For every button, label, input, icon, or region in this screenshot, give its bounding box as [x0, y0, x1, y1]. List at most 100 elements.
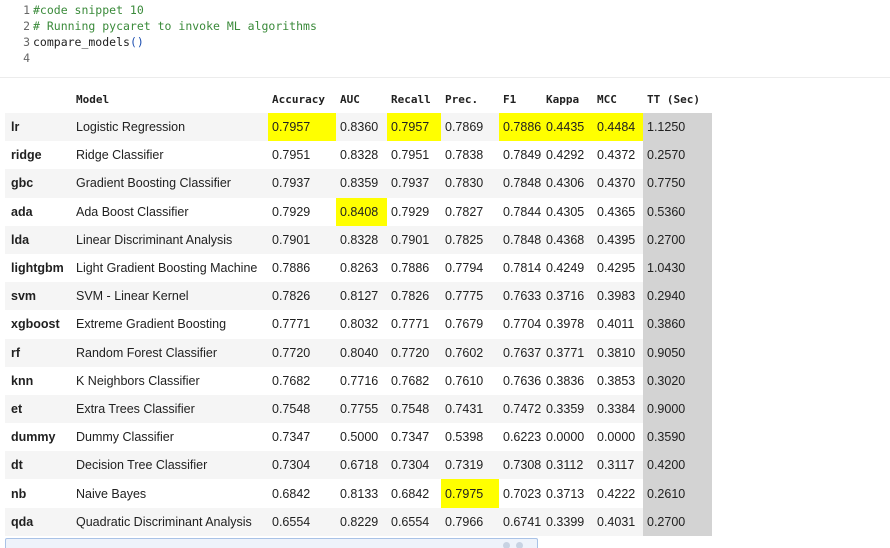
column-header[interactable]: TT (Sec): [647, 92, 700, 106]
metric-cell: 0.4368: [542, 225, 593, 254]
metric-cell: 0.8229: [336, 507, 387, 536]
metric-cell: 0.7951: [387, 141, 441, 170]
metric-cell: 0.8040: [336, 338, 387, 367]
metric-cell: 0.6741: [499, 507, 542, 536]
metric-cell: 0.7848: [499, 169, 542, 198]
model-name-cell: Extreme Gradient Boosting: [72, 310, 268, 339]
column-header[interactable]: Recall: [391, 92, 431, 106]
metric-cell: 0.7636: [499, 366, 542, 395]
table-row: lr Logistic Regression 0.7957 0.8360 0.7957 0…: [5, 113, 712, 142]
row-index: nb: [5, 479, 72, 508]
metric-cell: 0.7901: [387, 225, 441, 254]
metric-cell: 0.7966: [441, 507, 499, 536]
metric-cell: 1.1250: [643, 113, 712, 142]
metric-cell: 0.8133: [336, 479, 387, 508]
metric-cell: 0.7886: [499, 113, 542, 142]
model-name-cell: K Neighbors Classifier: [72, 366, 268, 395]
column-header[interactable]: Prec.: [445, 92, 479, 106]
metric-cell: 0.4435: [542, 113, 593, 142]
model-name-cell: Logistic Regression: [72, 113, 268, 142]
metric-cell: 0.7771: [387, 310, 441, 339]
table-row: ridge Ridge Classifier 0.7951 0.8328 0.7951 0…: [5, 141, 712, 170]
line-number: 1: [23, 3, 30, 17]
metric-cell: 0.7794: [441, 253, 499, 283]
metric-cell: 0.0000: [593, 423, 643, 452]
metric-cell: 0.9050: [643, 338, 712, 367]
line-number: 4: [23, 51, 30, 65]
code-line[interactable]: 1 #code snippet 10: [0, 2, 144, 18]
column-header[interactable]: MCC: [597, 92, 617, 106]
metric-cell: 0.4031: [593, 507, 643, 536]
code-line[interactable]: 2 # Running pycaret to invoke ML algorith…: [0, 18, 317, 34]
metric-cell: 0.7901: [268, 225, 336, 254]
metric-cell: 0.3713: [542, 479, 593, 508]
column-header[interactable]: Accuracy: [272, 92, 325, 106]
metric-cell: 0.7838: [441, 141, 499, 170]
metric-cell: 0.8328: [336, 141, 387, 170]
metric-cell: 0.3384: [593, 394, 643, 424]
table-row: dummy Dummy Classifier 0.7347 0.5000 0.7347 0…: [5, 423, 712, 452]
metric-cell: 0.4305: [542, 197, 593, 226]
metric-cell: 0.7716: [336, 366, 387, 395]
metric-cell: 0.9000: [643, 394, 712, 424]
metric-cell: 0.2610: [643, 479, 712, 508]
code-token: compare_models: [33, 35, 130, 49]
metric-cell: 0.6554: [387, 507, 441, 536]
metric-cell: 0.7610: [441, 366, 499, 395]
metric-cell: 0.6223: [499, 423, 542, 452]
metric-cell: 0.7826: [387, 282, 441, 311]
table-row: lda Linear Discriminant Analysis 0.7901 0.8…: [5, 225, 712, 254]
metric-cell: 0.7957: [387, 113, 441, 142]
metric-cell: 0.8032: [336, 310, 387, 339]
model-name-cell: Gradient Boosting Classifier: [72, 169, 268, 198]
code-token: #code snippet 10: [33, 3, 144, 17]
row-index: qda: [5, 507, 72, 536]
table-row: knn K Neighbors Classifier 0.7682 0.7716 0.7…: [5, 366, 712, 395]
metric-cell: 0.4222: [593, 479, 643, 508]
code-line[interactable]: 4: [0, 50, 33, 66]
column-header[interactable]: AUC: [340, 92, 360, 106]
metric-cell: 0.4249: [542, 253, 593, 283]
metric-cell: 0.7975: [441, 479, 499, 508]
model-name-cell: Ada Boost Classifier: [72, 197, 268, 226]
metric-cell: 0.5398: [441, 423, 499, 452]
metric-cell: 0.4395: [593, 225, 643, 254]
model-name-cell: Dummy Classifier: [72, 423, 268, 452]
metric-cell: 0.4292: [542, 141, 593, 170]
table-row: dt Decision Tree Classifier 0.7304 0.6718 0.…: [5, 451, 712, 480]
column-header[interactable]: Model: [76, 92, 110, 106]
model-name-cell: Linear Discriminant Analysis: [72, 225, 268, 254]
model-name-cell: Naive Bayes: [72, 479, 268, 508]
column-header[interactable]: Kappa: [546, 92, 580, 106]
metric-cell: 0.5360: [643, 197, 712, 226]
compare-models-table: Model Accuracy AUC Recall Prec. F1 Kappa MCC TT …: [5, 85, 712, 536]
metric-cell: 0.4306: [542, 169, 593, 198]
row-index: rf: [5, 338, 72, 367]
metric-cell: 0.7869: [441, 113, 499, 142]
row-index: ada: [5, 197, 72, 226]
metric-cell: 0.7720: [268, 338, 336, 367]
model-name-cell: Light Gradient Boosting Machine: [72, 253, 268, 283]
code-cell[interactable]: 1 #code snippet 10 2 # Running pycaret to i…: [0, 0, 890, 76]
metric-cell: 0.3716: [542, 282, 593, 311]
metric-cell: 0.6842: [387, 479, 441, 508]
metric-cell: 0.7849: [499, 141, 542, 170]
metric-cell: 0.7937: [387, 169, 441, 198]
metric-cell: 0.6718: [336, 451, 387, 480]
line-number: 2: [23, 19, 30, 33]
metric-cell: 0.3117: [593, 451, 643, 480]
metric-cell: 0.7682: [387, 366, 441, 395]
metric-cell: 0.6842: [268, 479, 336, 508]
code-token: # Running pycaret to invoke ML algorithm…: [33, 19, 317, 33]
table-row: rf Random Forest Classifier 0.7720 0.8040 0.…: [5, 338, 712, 367]
next-output-strip[interactable]: [5, 538, 538, 548]
metric-cell: 0.2570: [643, 141, 712, 170]
metric-cell: 0.3983: [593, 282, 643, 311]
metric-cell: 0.7472: [499, 394, 542, 424]
code-line[interactable]: 3 compare_models(): [0, 34, 144, 50]
metric-cell: 0.7704: [499, 310, 542, 339]
table-row: svm SVM - Linear Kernel 0.7826 0.8127 0.7826…: [5, 282, 712, 311]
metric-cell: 0.7771: [268, 310, 336, 339]
row-index: xgboost: [5, 310, 72, 339]
column-header[interactable]: F1: [503, 92, 517, 106]
